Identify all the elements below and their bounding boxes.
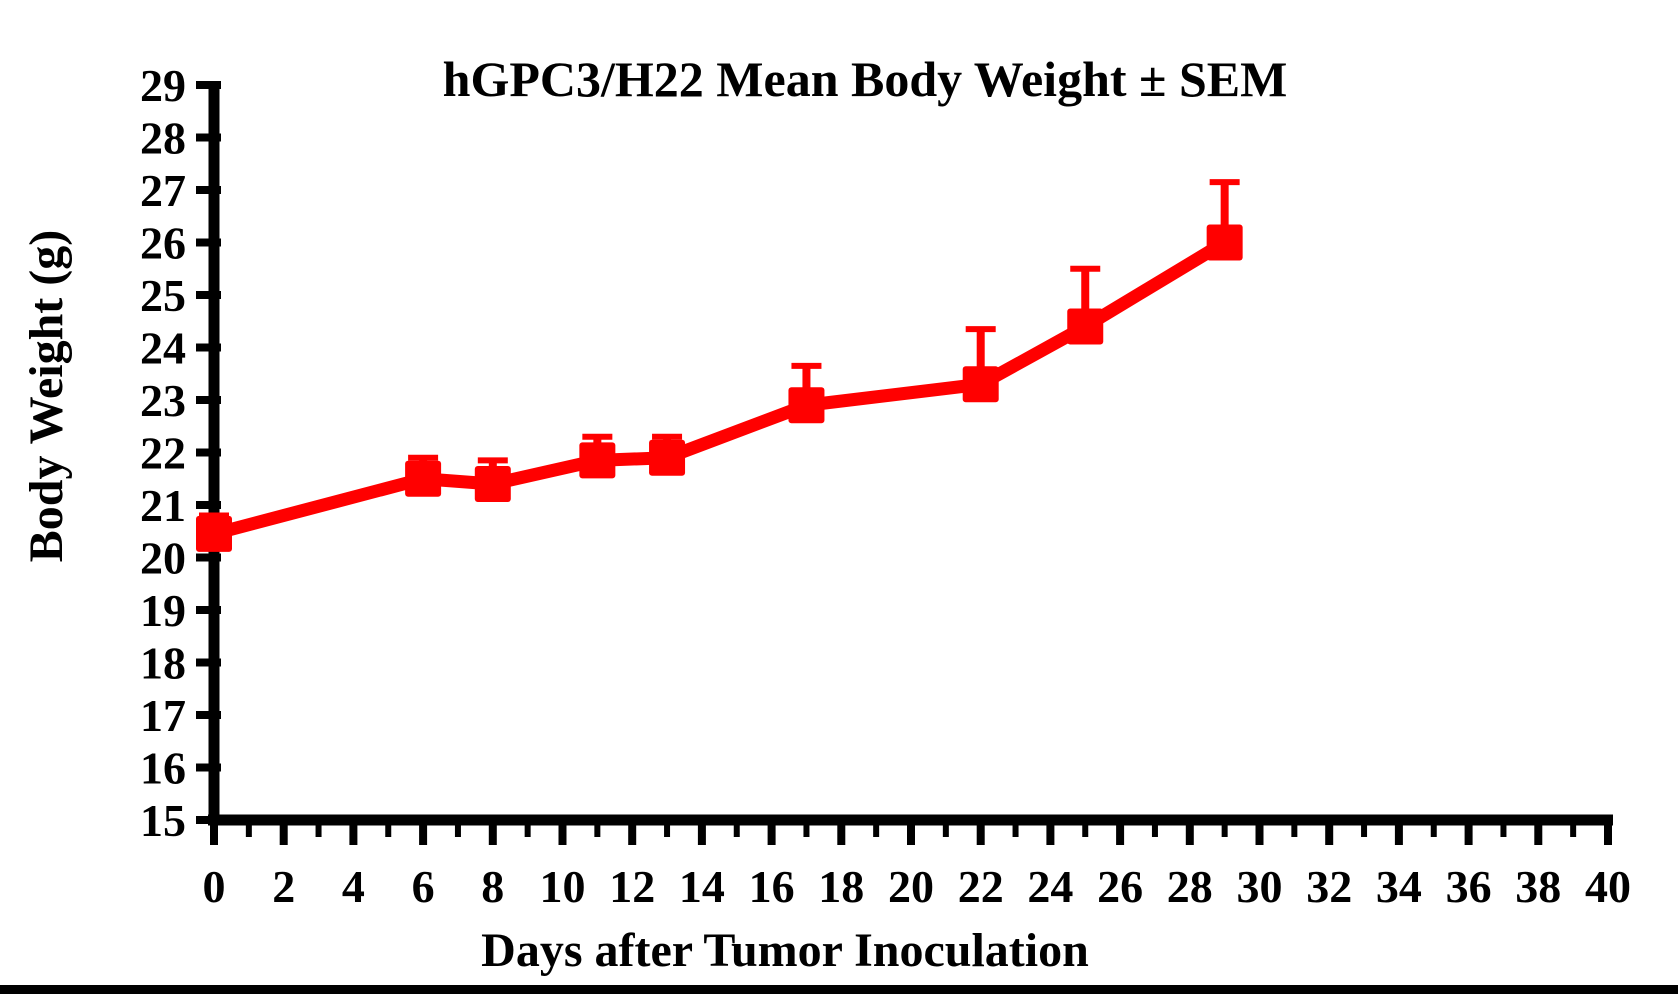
- y-tick-label: 27: [140, 165, 186, 216]
- bottom-divider-bar: [0, 985, 1678, 994]
- y-tick-label: 23: [140, 375, 186, 426]
- data-point-marker: [962, 366, 999, 403]
- chart-title: hGPC3/H22 Mean Body Weight ± SEM: [442, 51, 1288, 107]
- y-tick-label: 17: [140, 690, 186, 741]
- y-tick-label: 24: [140, 323, 186, 374]
- x-axis-label: Days after Tumor Inoculation: [481, 924, 1089, 977]
- x-tick-label: 34: [1376, 861, 1422, 912]
- x-tick-label: 4: [342, 861, 365, 912]
- y-tick-label: 22: [140, 428, 186, 479]
- x-tick-label: 16: [749, 861, 795, 912]
- x-tick-label: 20: [888, 861, 934, 912]
- x-tick-label: 18: [818, 861, 864, 912]
- y-tick-label: 16: [140, 743, 186, 794]
- x-tick-label: 6: [412, 861, 435, 912]
- data-point-marker: [1206, 224, 1243, 261]
- data-point-marker: [196, 515, 232, 552]
- x-tick-label: 24: [1027, 861, 1073, 912]
- x-tick-label: 22: [958, 861, 1004, 912]
- y-tick-label: 25: [140, 270, 186, 321]
- series-line: [207, 236, 1232, 541]
- x-tick-label: 38: [1515, 861, 1561, 912]
- y-tick-label: 18: [140, 638, 186, 689]
- y-tick-label: 21: [140, 480, 186, 531]
- y-tick-label: 20: [140, 533, 186, 584]
- y-tick-label: 15: [140, 795, 186, 846]
- y-axis-label: Body Weight (g): [20, 229, 73, 563]
- y-tick-label: 29: [140, 60, 186, 111]
- x-tick-label: 10: [540, 861, 586, 912]
- data-point-marker: [474, 466, 511, 502]
- data-point-marker: [1067, 308, 1104, 345]
- x-tick-label: 36: [1446, 861, 1492, 912]
- y-tick-label: 26: [140, 218, 186, 269]
- x-tick-label: 40: [1585, 861, 1631, 912]
- x-tick-label: 14: [679, 861, 725, 912]
- x-tick-label: 0: [203, 861, 226, 912]
- x-tick-label: 32: [1306, 861, 1352, 912]
- data-point-marker: [788, 387, 825, 424]
- data-point-marker: [405, 460, 442, 497]
- x-tick-label: 30: [1237, 861, 1283, 912]
- data-point-marker: [579, 442, 616, 479]
- x-tick-label: 8: [481, 861, 504, 912]
- x-tick-label: 12: [609, 861, 655, 912]
- x-tick-label: 2: [272, 861, 295, 912]
- x-tick-label: 26: [1097, 861, 1143, 912]
- y-tick-label: 19: [140, 585, 186, 636]
- x-tick-label: 28: [1167, 861, 1213, 912]
- y-tick-label: 28: [140, 113, 186, 164]
- data-point-marker: [649, 439, 686, 476]
